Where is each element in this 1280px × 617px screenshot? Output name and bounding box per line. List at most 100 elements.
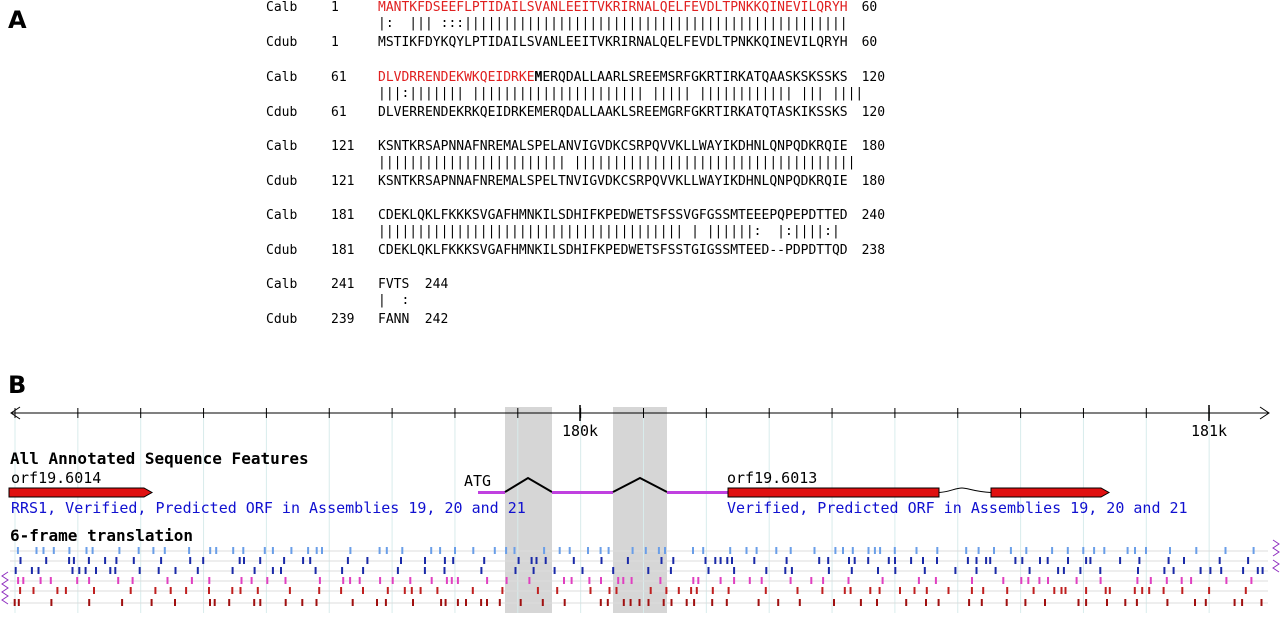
stop-codon-mark	[1242, 567, 1245, 574]
stop-codon-mark	[1199, 567, 1202, 574]
stop-codon-mark	[968, 599, 971, 606]
stop-codon-mark	[1053, 587, 1056, 594]
stop-codon-mark	[755, 547, 758, 554]
stop-codon-mark	[209, 547, 212, 554]
stop-codon-mark	[445, 577, 448, 584]
left-gene-name[interactable]: orf19.6014	[11, 469, 101, 487]
stop-codon-mark	[899, 587, 901, 594]
query-start: 181	[331, 208, 355, 223]
stop-codon-mark	[256, 587, 259, 594]
stop-codon-mark	[877, 567, 879, 574]
stop-codon-mark	[785, 557, 788, 564]
subject-end: 120	[861, 105, 886, 120]
stop-codon-mark	[1138, 557, 1141, 564]
stop-codon-mark	[163, 547, 166, 554]
stop-codon-mark	[622, 577, 625, 584]
stop-codon-mark	[1241, 599, 1244, 606]
stop-codon-mark	[711, 587, 714, 594]
stop-codon-mark	[607, 547, 610, 554]
stop-codon-mark	[436, 587, 439, 594]
stop-codon-mark	[288, 587, 291, 594]
stop-codon-mark	[1057, 567, 1060, 574]
stop-codon-mark	[1089, 557, 1092, 564]
stop-codon-mark	[118, 547, 121, 554]
stop-codon-mark	[1002, 577, 1005, 584]
stop-codon-mark	[202, 557, 205, 564]
stop-codon-mark	[719, 577, 722, 584]
stop-codon-mark	[301, 599, 304, 606]
query-seq-plain: CDEKLQKLFKKKSVGAFHMNKILSDHIFKPEDWETSFSSV…	[378, 208, 848, 223]
stop-codon-mark	[1093, 547, 1096, 554]
stop-codon-mark	[704, 557, 707, 564]
stop-codon-mark	[947, 587, 950, 594]
stop-codon-mark	[49, 577, 52, 584]
intron-2	[612, 476, 668, 493]
stop-codon-mark	[985, 557, 988, 564]
stop-codon-mark	[669, 567, 672, 574]
stop-codon-mark	[1085, 557, 1088, 564]
stop-codon-mark	[1165, 577, 1168, 584]
stop-codon-mark	[505, 577, 508, 584]
stop-codon-mark	[13, 599, 16, 606]
stop-codon-mark	[789, 577, 792, 584]
right-gene-exon-2[interactable]	[990, 487, 1111, 498]
right-gene-name[interactable]: orf19.6013	[727, 469, 817, 487]
query-seq: CDEKLQKLFKKKSVGAFHMNKILSDHIFKPEDWETSFSSV…	[378, 208, 848, 224]
query-name: Calb	[266, 208, 298, 223]
query-end: 180	[861, 139, 886, 154]
query-name: Calb	[266, 277, 298, 292]
stop-codon-mark	[1141, 587, 1144, 594]
stop-codon-mark	[284, 599, 287, 606]
right-gene-description[interactable]: Verified, Predicted ORF in Assemblies 19…	[727, 499, 1188, 517]
stop-codon-mark	[1166, 599, 1169, 606]
query-end: 244	[424, 277, 449, 292]
stop-codon-mark	[647, 567, 650, 574]
stop-codon-mark	[150, 599, 153, 606]
stop-codon-mark	[1250, 577, 1253, 584]
stop-codon-mark	[240, 577, 243, 584]
stop-codon-mark	[853, 557, 856, 564]
stop-codon-mark	[76, 577, 79, 584]
stop-codon-mark	[137, 547, 140, 554]
stop-codon-mark	[532, 567, 535, 574]
stop-codon-mark	[612, 567, 615, 574]
stop-codon-mark	[185, 587, 188, 594]
stop-codon-mark	[109, 567, 112, 574]
stop-codon-mark	[822, 577, 825, 584]
stop-codon-mark	[517, 557, 520, 564]
stop-codon-mark	[790, 567, 793, 574]
stop-codon-mark	[719, 557, 722, 564]
stop-codon-mark	[733, 577, 736, 584]
left-gene-arrow[interactable]	[8, 487, 154, 498]
stop-codon-mark	[572, 557, 575, 564]
stop-codon-mark	[88, 577, 91, 584]
stop-codon-mark	[95, 567, 97, 574]
stop-codon-mark	[827, 557, 830, 564]
right-gene-exon-1[interactable]	[727, 487, 940, 498]
stop-codon-mark	[850, 567, 853, 574]
stop-codon-mark	[396, 567, 399, 574]
stop-codon-mark	[42, 547, 45, 554]
stop-codon-mark	[263, 547, 266, 554]
stop-codon-mark	[52, 547, 55, 554]
stop-codon-mark	[977, 547, 980, 554]
subject-start: 121	[331, 174, 355, 189]
stop-codon-mark	[315, 547, 318, 554]
stop-codon-mark	[1260, 599, 1263, 606]
stop-codon-mark	[358, 577, 361, 584]
stop-codon-mark	[37, 567, 40, 574]
stop-codon-mark	[456, 599, 459, 606]
left-gene-description[interactable]: RRS1, Verified, Predicted ORF in Assembl…	[11, 499, 526, 517]
stop-codon-mark	[419, 587, 422, 594]
query-seq: FVTS	[378, 277, 409, 293]
match-line: |: ||| :::||||||||||||||||||||||||||||||…	[378, 16, 848, 31]
stop-codon-mark	[1066, 547, 1069, 554]
stop-codon-mark	[290, 547, 293, 554]
stop-codon-mark	[280, 567, 282, 574]
stop-codon-mark	[84, 567, 87, 574]
stop-codon-mark	[894, 557, 896, 564]
stop-codon-mark	[626, 557, 629, 564]
stop-codon-mark	[934, 577, 937, 584]
stop-codon-mark	[266, 577, 269, 584]
stop-codon-mark	[104, 557, 107, 564]
